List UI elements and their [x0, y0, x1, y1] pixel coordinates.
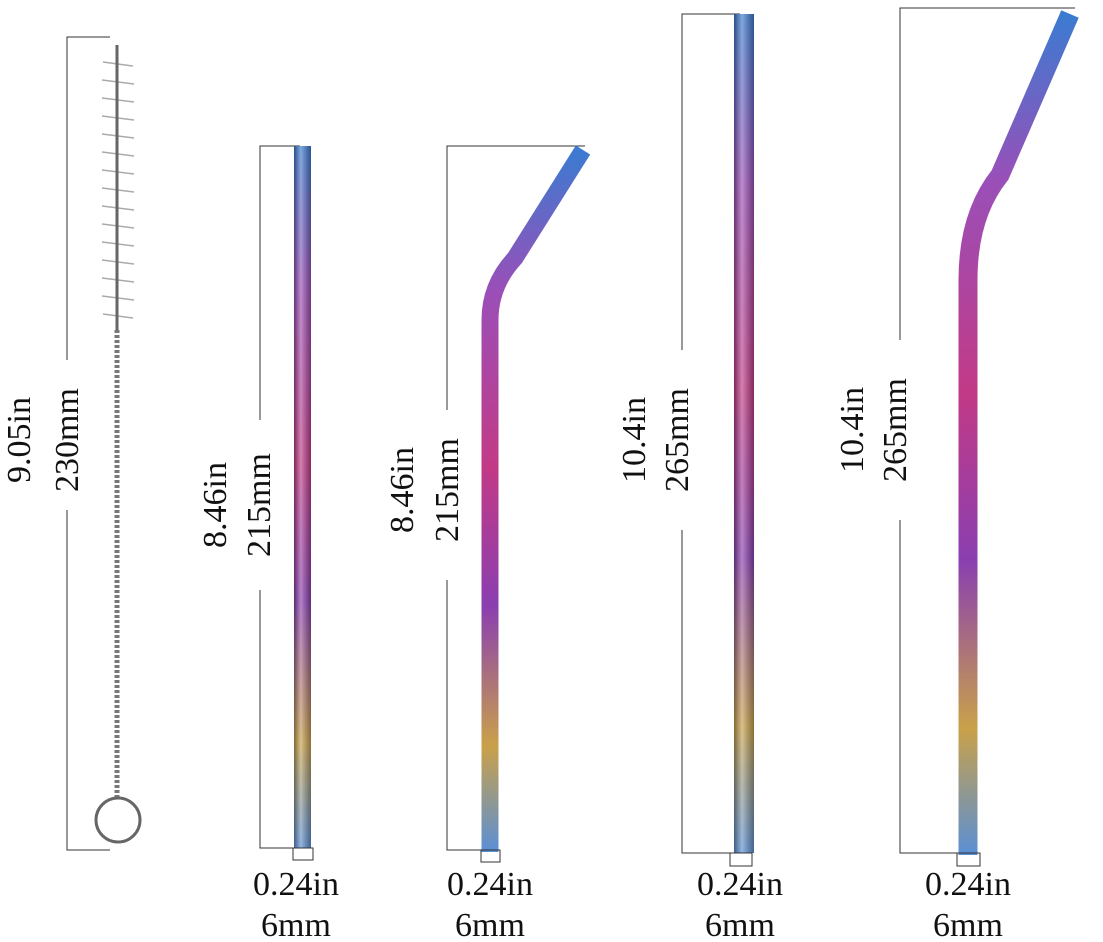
length-in: 8.46in — [197, 462, 234, 548]
length-mm: 215mm — [429, 438, 466, 542]
brush-loop — [94, 796, 142, 844]
width-mm: 6mm — [933, 907, 1003, 942]
bent-straw: 8.46in 215mm 0.24in 6mm — [384, 145, 591, 942]
length-mm: 265mm — [659, 388, 696, 492]
width-in: 0.24in — [697, 866, 783, 903]
width-mm: 6mm — [705, 907, 775, 942]
straight-straw-long: 10.4in 265mm 0.24in 6mm — [616, 13, 783, 942]
straight-straw: 8.46in 215mm 0.24in 6mm — [197, 145, 339, 942]
length-mm: 265mm — [877, 378, 914, 482]
width-in: 0.24in — [447, 866, 533, 903]
length-mm: 230mm — [49, 388, 86, 492]
bent-straw-long: 10.4in 265mm 0.24in 6mm — [834, 7, 1079, 942]
length-in: 9.05in — [1, 397, 38, 483]
width-mm: 6mm — [455, 907, 525, 942]
dimension-bracket — [899, 7, 1075, 854]
length-in: 10.4in — [834, 387, 871, 473]
length-in: 10.4in — [616, 397, 653, 483]
length-mm: 215mm — [241, 453, 278, 557]
cleaning-brush: 9.05in 230mm — [1, 36, 142, 851]
width-mm: 6mm — [261, 907, 331, 942]
width-in: 0.24in — [925, 866, 1011, 903]
width-in: 0.24in — [253, 866, 339, 903]
length-in: 8.46in — [384, 447, 421, 533]
